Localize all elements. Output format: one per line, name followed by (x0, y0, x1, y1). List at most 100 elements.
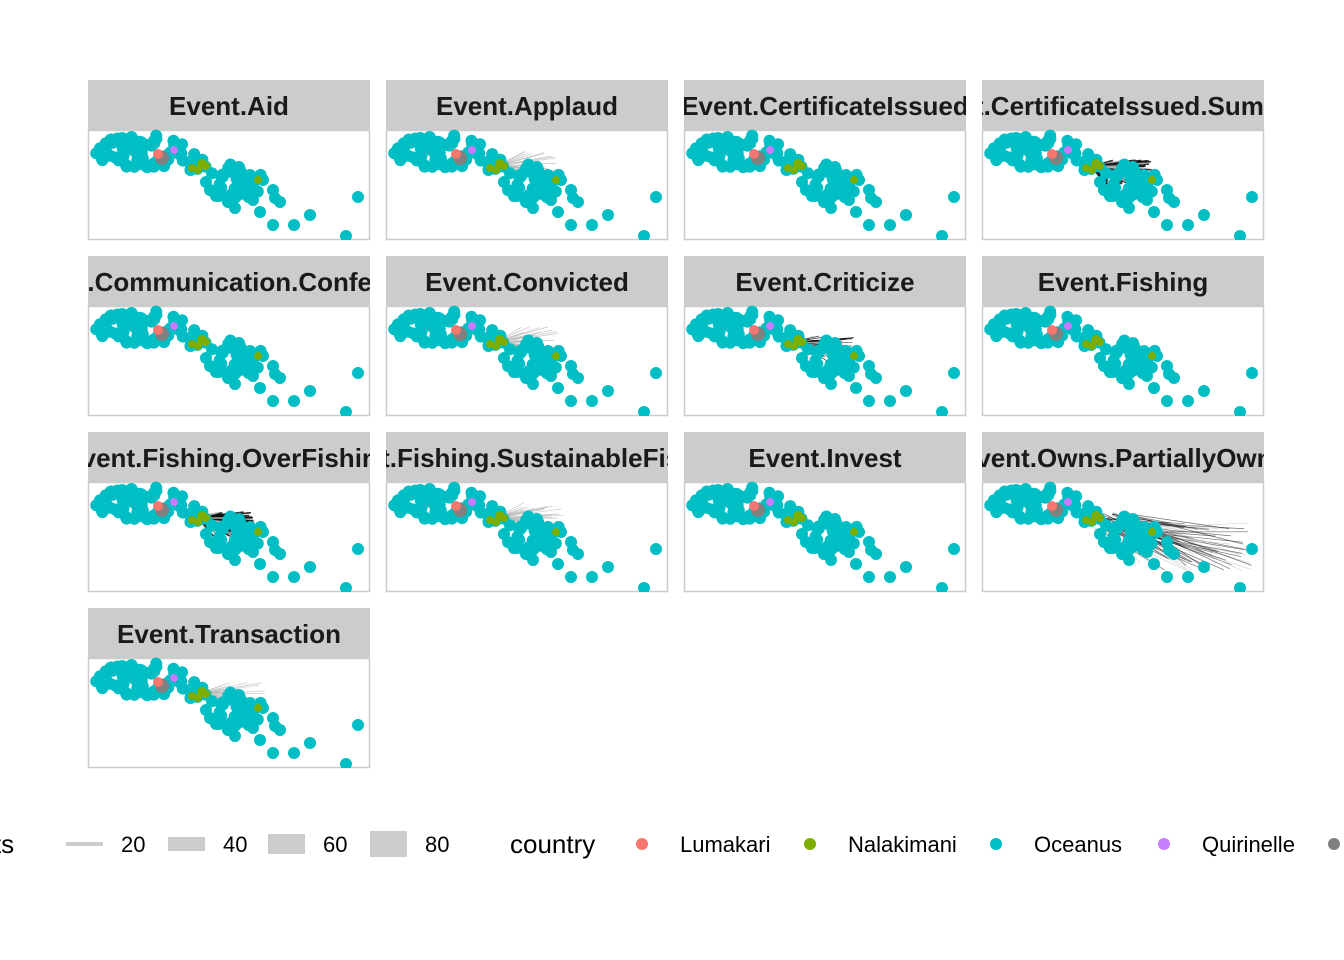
legend-country-title: country (510, 829, 595, 859)
legend-country-label: Nalakimani (848, 832, 957, 857)
network-node (565, 219, 577, 231)
network-node (1013, 510, 1026, 523)
network-node (1104, 542, 1116, 554)
network-node (863, 571, 875, 583)
network-node (304, 561, 316, 573)
network-node (586, 219, 598, 231)
network-node (397, 313, 410, 326)
legend-country-label: Lumakari (680, 832, 770, 857)
network-node (110, 328, 123, 341)
network-node (508, 542, 520, 554)
network-node (508, 366, 520, 378)
network-node-highlight (254, 528, 262, 536)
network-node-highlight (492, 518, 500, 526)
legend-country-label: Oceanus (1034, 832, 1122, 857)
facet-strip (386, 80, 668, 130)
network-node (244, 521, 256, 533)
network-node (718, 487, 731, 500)
facet-panel: Event.Transaction (87, 608, 371, 769)
network-node (216, 168, 229, 181)
network-node (110, 680, 123, 693)
network-node (1123, 378, 1135, 390)
network-node (801, 343, 814, 356)
network-node (542, 521, 554, 533)
network-node (434, 510, 447, 523)
network-node (448, 305, 461, 318)
facet-panel: Event.Invest (683, 432, 967, 593)
network-node (205, 695, 218, 708)
facet-panel: Event.Criticize (683, 256, 967, 417)
network-node (111, 132, 124, 145)
network-node (638, 406, 650, 416)
network-node (1163, 368, 1175, 380)
network-node (989, 326, 1002, 339)
network-node (244, 345, 256, 357)
network-node (1148, 558, 1160, 570)
network-node (288, 747, 300, 759)
network-node (1163, 544, 1175, 556)
network-node (718, 311, 731, 324)
network-node (532, 527, 545, 540)
network-node (1246, 191, 1258, 203)
network-node (801, 167, 814, 180)
network-node (1148, 382, 1160, 394)
network-node (503, 519, 516, 532)
network-node (267, 219, 279, 231)
network-node-highlight (1088, 518, 1096, 526)
network-node (825, 554, 837, 566)
network-node-highlight (766, 322, 774, 330)
network-node (706, 328, 719, 341)
network-node (746, 129, 759, 142)
network-node (393, 502, 406, 515)
network-node (119, 158, 132, 171)
network-node (948, 543, 960, 555)
network-node (602, 209, 614, 221)
network-node-highlight (468, 146, 476, 154)
network-edge (1100, 527, 1244, 543)
network-node (267, 571, 279, 583)
network-node (1044, 481, 1057, 494)
network-node (850, 382, 862, 394)
network-node (545, 546, 557, 558)
network-node (229, 554, 241, 566)
network-node-highlight (170, 498, 178, 506)
network-node (508, 190, 520, 202)
network-node (136, 686, 149, 699)
network-node (111, 484, 124, 497)
network-node (552, 558, 564, 570)
network-node (409, 308, 422, 321)
network-node-highlight (790, 342, 798, 350)
network-node-highlight (766, 146, 774, 154)
network-node (247, 194, 259, 206)
network-node (99, 137, 112, 150)
network-node-highlight (766, 498, 774, 506)
network-node (288, 395, 300, 407)
network-node-highlight (202, 162, 210, 170)
network-node (269, 192, 281, 204)
network-node-highlight (254, 704, 262, 712)
network-node (417, 334, 430, 347)
network-node (234, 703, 247, 716)
network-node (247, 546, 259, 558)
network-node (150, 129, 163, 142)
network-node (567, 544, 579, 556)
network-node-highlight (1148, 528, 1156, 536)
facet-panel: Event.Fishing.OverFishing (87, 432, 371, 593)
network-node (840, 345, 852, 357)
facet-grid: Event.Aid Event.Applaud Event.CertificateI… (87, 80, 1265, 769)
network-node-highlight (790, 518, 798, 526)
network-node (408, 152, 421, 165)
network-node (150, 305, 163, 318)
network-node (234, 351, 247, 364)
network-node (205, 167, 218, 180)
facet-strip (88, 256, 370, 306)
network-node (532, 175, 545, 188)
network-node (650, 543, 662, 555)
network-node-highlight (153, 149, 163, 159)
network-node (691, 502, 704, 515)
network-node (830, 163, 843, 176)
facet-label: Event.Applaud (436, 91, 618, 121)
network-node (1198, 209, 1210, 221)
network-node-highlight (451, 501, 461, 511)
network-node (602, 561, 614, 573)
